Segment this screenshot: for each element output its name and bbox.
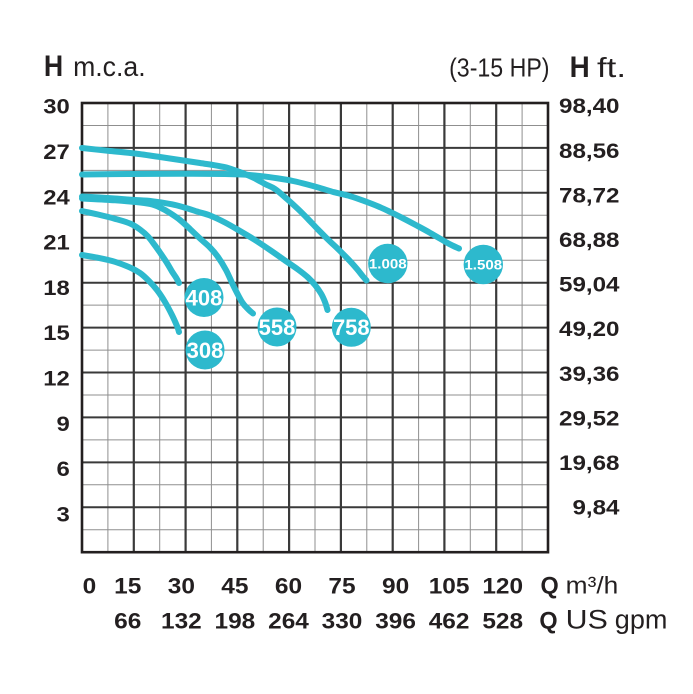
svg-text:330: 330 <box>322 608 363 633</box>
svg-text:45: 45 <box>221 574 248 599</box>
svg-text:30: 30 <box>43 95 70 119</box>
svg-text:90: 90 <box>382 574 409 599</box>
svg-text:264: 264 <box>268 608 310 633</box>
svg-text:18: 18 <box>43 276 70 300</box>
svg-text:12: 12 <box>43 367 70 391</box>
svg-text:15: 15 <box>114 574 141 599</box>
svg-text:9,84: 9,84 <box>573 496 620 520</box>
svg-text:49,20: 49,20 <box>559 317 620 341</box>
svg-text:60: 60 <box>275 574 302 599</box>
svg-text:408: 408 <box>186 285 223 310</box>
svg-text:H: H <box>44 50 63 83</box>
svg-text:462: 462 <box>429 608 470 633</box>
svg-text:(3-15 HP): (3-15 HP) <box>449 55 549 83</box>
svg-text:68,88: 68,88 <box>559 228 620 252</box>
svg-text:132: 132 <box>161 608 202 633</box>
svg-text:198: 198 <box>215 608 256 633</box>
svg-text:88,56: 88,56 <box>559 139 620 163</box>
svg-text:39,36: 39,36 <box>559 362 620 386</box>
svg-text:1.508: 1.508 <box>464 257 502 273</box>
svg-text:15: 15 <box>43 321 70 345</box>
svg-text:98,40: 98,40 <box>559 94 620 118</box>
svg-text:528: 528 <box>482 608 523 633</box>
svg-text:27: 27 <box>43 140 70 164</box>
svg-text:US: US <box>566 604 608 634</box>
svg-text:gpm: gpm <box>615 604 668 634</box>
svg-text:24: 24 <box>43 185 70 209</box>
svg-text:308: 308 <box>187 338 224 363</box>
svg-text:59,04: 59,04 <box>559 273 620 297</box>
svg-text:396: 396 <box>375 608 416 633</box>
svg-text:29,52: 29,52 <box>559 406 620 430</box>
svg-text:m.c.a.: m.c.a. <box>73 51 146 82</box>
svg-text:6: 6 <box>57 457 70 481</box>
svg-text:30: 30 <box>168 574 195 599</box>
svg-text:758: 758 <box>333 315 370 340</box>
svg-text:105: 105 <box>429 574 470 599</box>
svg-text:H: H <box>570 51 590 84</box>
svg-text:Q: Q <box>541 573 559 600</box>
svg-text:19,68: 19,68 <box>559 451 620 475</box>
svg-text:1.008: 1.008 <box>369 256 407 272</box>
svg-text:ft.: ft. <box>597 52 626 83</box>
svg-text:Q: Q <box>539 607 557 634</box>
svg-text:9: 9 <box>57 412 70 436</box>
svg-text:120: 120 <box>482 574 523 599</box>
svg-text:558: 558 <box>259 315 296 340</box>
svg-text:21: 21 <box>43 231 70 255</box>
svg-text:3: 3 <box>57 503 70 527</box>
svg-text:66: 66 <box>114 608 141 633</box>
svg-text:75: 75 <box>328 574 355 599</box>
svg-text:0: 0 <box>83 574 97 599</box>
svg-text:m³/h: m³/h <box>566 573 619 600</box>
svg-text:78,72: 78,72 <box>559 183 620 207</box>
